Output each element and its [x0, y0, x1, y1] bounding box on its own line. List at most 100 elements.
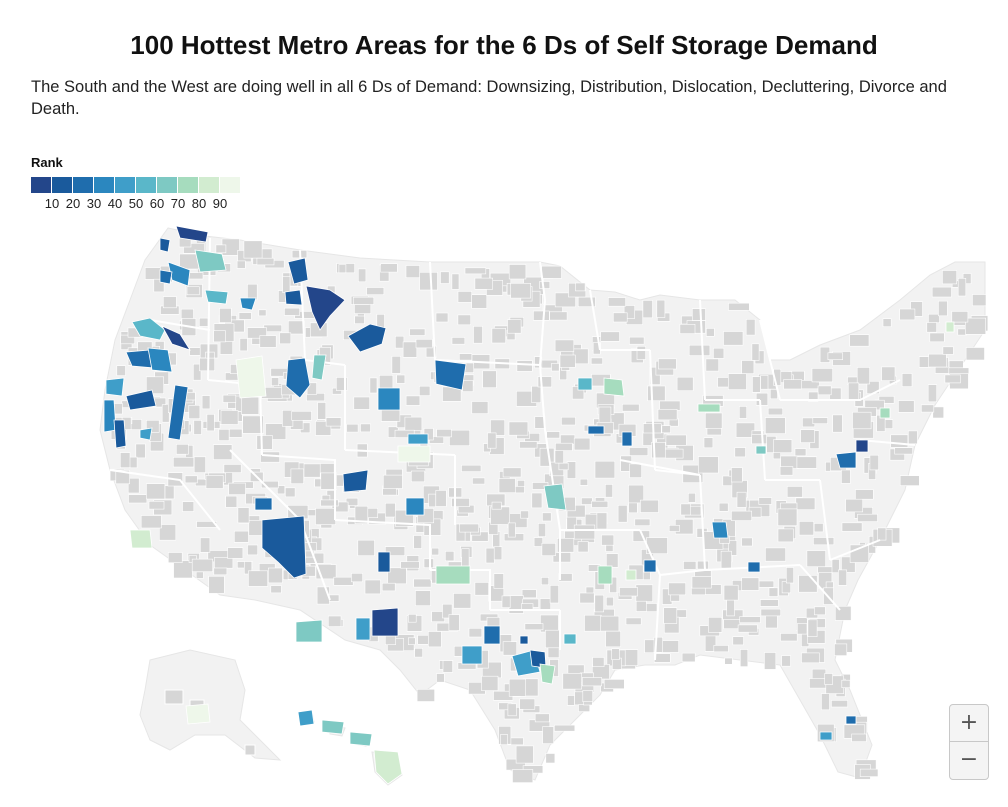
metro-area[interactable] — [461, 645, 483, 665]
metro-area[interactable] — [204, 289, 229, 305]
metro-area[interactable] — [284, 289, 303, 306]
metro-area[interactable] — [377, 387, 401, 411]
county-shape — [540, 577, 549, 586]
metro-area[interactable] — [855, 439, 869, 453]
county-shape — [596, 512, 608, 530]
metro-area[interactable] — [405, 497, 425, 516]
metro-area[interactable] — [371, 607, 399, 637]
metro-area[interactable] — [711, 521, 729, 539]
county-shape — [325, 417, 342, 427]
metro-area[interactable] — [543, 483, 567, 511]
metro-area[interactable] — [407, 433, 429, 445]
county-shape — [785, 567, 794, 584]
metro-area[interactable] — [373, 749, 403, 785]
county-shape — [553, 724, 576, 732]
county-shape — [539, 598, 551, 611]
county-shape — [851, 733, 867, 742]
metro-area[interactable] — [185, 703, 211, 725]
us-county-map[interactable] — [0, 215, 1008, 807]
metro-area[interactable] — [175, 225, 209, 243]
county-shape — [481, 675, 499, 691]
metro-area[interactable] — [355, 617, 371, 641]
county-shape — [594, 594, 604, 613]
metro-area[interactable] — [125, 389, 157, 411]
metro-area[interactable] — [311, 354, 327, 381]
metro-area[interactable] — [239, 297, 257, 311]
metro-area[interactable] — [519, 635, 529, 645]
county-shape — [786, 486, 803, 498]
metro-area[interactable] — [577, 377, 593, 391]
metro-highlights[interactable] — [103, 225, 955, 785]
metro-area[interactable] — [305, 285, 346, 331]
zoom-out-button[interactable]: − — [959, 747, 979, 772]
metro-area[interactable] — [139, 427, 153, 441]
metro-area[interactable] — [161, 325, 191, 351]
county-shape — [435, 312, 449, 323]
county-shape — [227, 547, 244, 559]
county-shape — [514, 486, 525, 494]
metro-area[interactable] — [563, 633, 577, 645]
county-shape — [333, 576, 354, 586]
county-shape — [901, 373, 913, 387]
county-shape — [559, 354, 576, 368]
metro-area[interactable] — [747, 561, 761, 573]
metro-area[interactable] — [254, 497, 273, 511]
metro-area[interactable] — [147, 347, 173, 373]
metro-area[interactable] — [235, 355, 267, 399]
metro-area[interactable] — [105, 377, 125, 397]
county-shape — [335, 377, 348, 391]
metro-area[interactable] — [159, 269, 173, 285]
county-shape — [727, 373, 747, 390]
metro-area[interactable] — [539, 663, 556, 685]
metro-area[interactable] — [397, 445, 431, 463]
metro-area[interactable] — [597, 565, 613, 585]
metro-area[interactable] — [113, 419, 127, 449]
county-shape — [222, 394, 237, 403]
metro-area[interactable] — [295, 619, 323, 643]
metro-area[interactable] — [434, 359, 467, 391]
metro-area[interactable] — [621, 431, 633, 447]
county-shape — [404, 416, 423, 432]
metro-area[interactable] — [297, 709, 315, 727]
county-shape — [242, 415, 264, 434]
metro-area[interactable] — [835, 451, 857, 469]
metro-area[interactable] — [261, 515, 307, 579]
county-shape — [247, 283, 258, 300]
metro-area[interactable] — [131, 317, 166, 341]
county-shape — [394, 335, 405, 349]
county-shape — [545, 753, 556, 764]
metro-area[interactable] — [167, 384, 189, 441]
metro-area[interactable] — [342, 469, 369, 493]
metro-area[interactable] — [587, 425, 605, 435]
metro-area[interactable] — [483, 625, 501, 645]
metro-area[interactable] — [845, 715, 857, 725]
metro-area[interactable] — [321, 719, 345, 735]
metro-area[interactable] — [347, 323, 387, 353]
metro-area[interactable] — [194, 249, 227, 273]
county-shape — [556, 537, 575, 553]
metro-area[interactable] — [697, 403, 721, 413]
metro-area[interactable] — [349, 731, 373, 747]
county-shape — [609, 576, 618, 593]
metro-area[interactable] — [287, 257, 309, 285]
metro-area[interactable] — [945, 321, 955, 333]
metro-area[interactable] — [603, 377, 625, 397]
map-subtitle: The South and the West are doing well in… — [31, 78, 947, 118]
metro-area[interactable] — [435, 565, 471, 585]
metro-area[interactable] — [129, 529, 153, 549]
county-shape — [739, 616, 761, 623]
county-shape — [907, 430, 918, 445]
metro-area[interactable] — [643, 559, 657, 573]
metro-area[interactable] — [377, 551, 391, 573]
metro-area[interactable] — [159, 237, 171, 253]
metro-area[interactable] — [879, 407, 891, 419]
zoom-in-button[interactable]: + — [950, 705, 988, 742]
metro-area[interactable] — [819, 731, 833, 741]
county-shape — [396, 374, 406, 384]
county-shape — [193, 363, 202, 381]
metro-area[interactable] — [625, 569, 637, 581]
county-shape — [327, 615, 342, 627]
metro-area[interactable] — [285, 357, 311, 399]
county-shape — [736, 491, 747, 508]
metro-area[interactable] — [755, 445, 767, 455]
